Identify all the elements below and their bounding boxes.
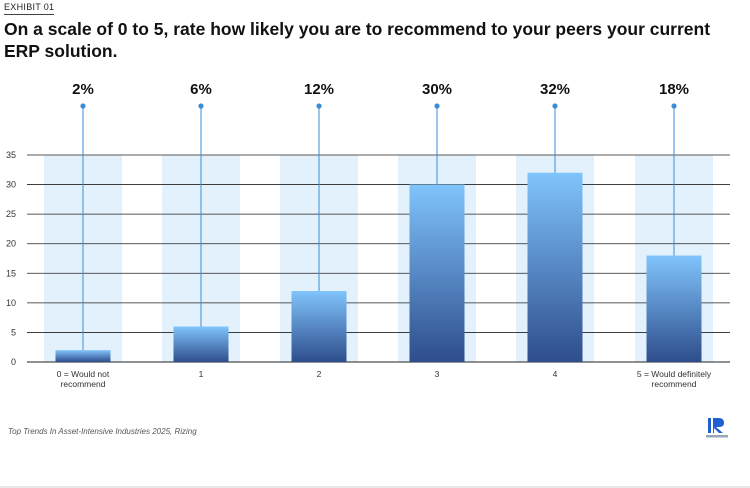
leader-dot <box>80 103 86 109</box>
bar-chart: 0 5 10 15 20 25 30 35 2% 6% 12% 30% 32% 18% 0 = Woul… <box>6 81 730 389</box>
leader-dot <box>671 103 677 109</box>
y-tick-label: 15 <box>6 268 16 278</box>
bar <box>646 255 702 362</box>
y-tick-label: 30 <box>6 180 16 190</box>
bar <box>55 350 111 362</box>
y-tick-label: 25 <box>6 209 16 219</box>
rizing-logo <box>706 418 728 438</box>
data-label: 18% <box>659 81 689 98</box>
data-label: 2% <box>72 81 94 98</box>
source-note: Top Trends In Asset-Intensive Industries… <box>8 427 197 436</box>
data-label: 12% <box>304 81 334 98</box>
x-tick-label: 0 = Would not recommend <box>57 369 110 389</box>
x-axis-labels: 0 = Would not recommend 1 2 3 4 5 = Would defi… <box>57 369 712 389</box>
data-label: 32% <box>540 81 570 98</box>
leader-dot <box>316 103 322 109</box>
x-tick-label: 5 = Would definitely recommend <box>637 369 712 389</box>
x-tick-label: 2 <box>317 369 322 379</box>
y-axis-ticks: 0 5 10 15 20 25 30 35 <box>6 150 16 367</box>
gridlines <box>27 154 730 363</box>
data-labels: 2% 6% 12% 30% 32% 18% <box>72 81 689 98</box>
bar <box>291 291 347 362</box>
column-backgrounds <box>44 155 713 362</box>
bottom-rule <box>0 486 750 488</box>
y-tick-label: 35 <box>6 150 16 160</box>
leader-dot <box>434 103 440 109</box>
leader-dot <box>198 103 204 109</box>
bar <box>173 326 229 362</box>
data-label: 30% <box>422 81 452 98</box>
y-tick-label: 0 <box>11 357 16 367</box>
leader-dot <box>552 103 558 109</box>
bars <box>55 172 702 362</box>
y-tick-label: 10 <box>6 298 16 308</box>
bar <box>409 184 465 362</box>
y-tick-label: 20 <box>6 239 16 249</box>
data-label: 6% <box>190 81 212 98</box>
bar <box>527 172 583 362</box>
chart-title: On a scale of 0 to 5, rate how likely yo… <box>4 19 711 61</box>
leader-lines <box>80 103 677 351</box>
x-tick-label: 1 <box>199 369 204 379</box>
exhibit-label: EXHIBIT 01 <box>4 2 55 15</box>
x-tick-label: 3 <box>435 369 440 379</box>
x-tick-label: 4 <box>553 369 558 379</box>
y-tick-label: 5 <box>11 327 16 337</box>
